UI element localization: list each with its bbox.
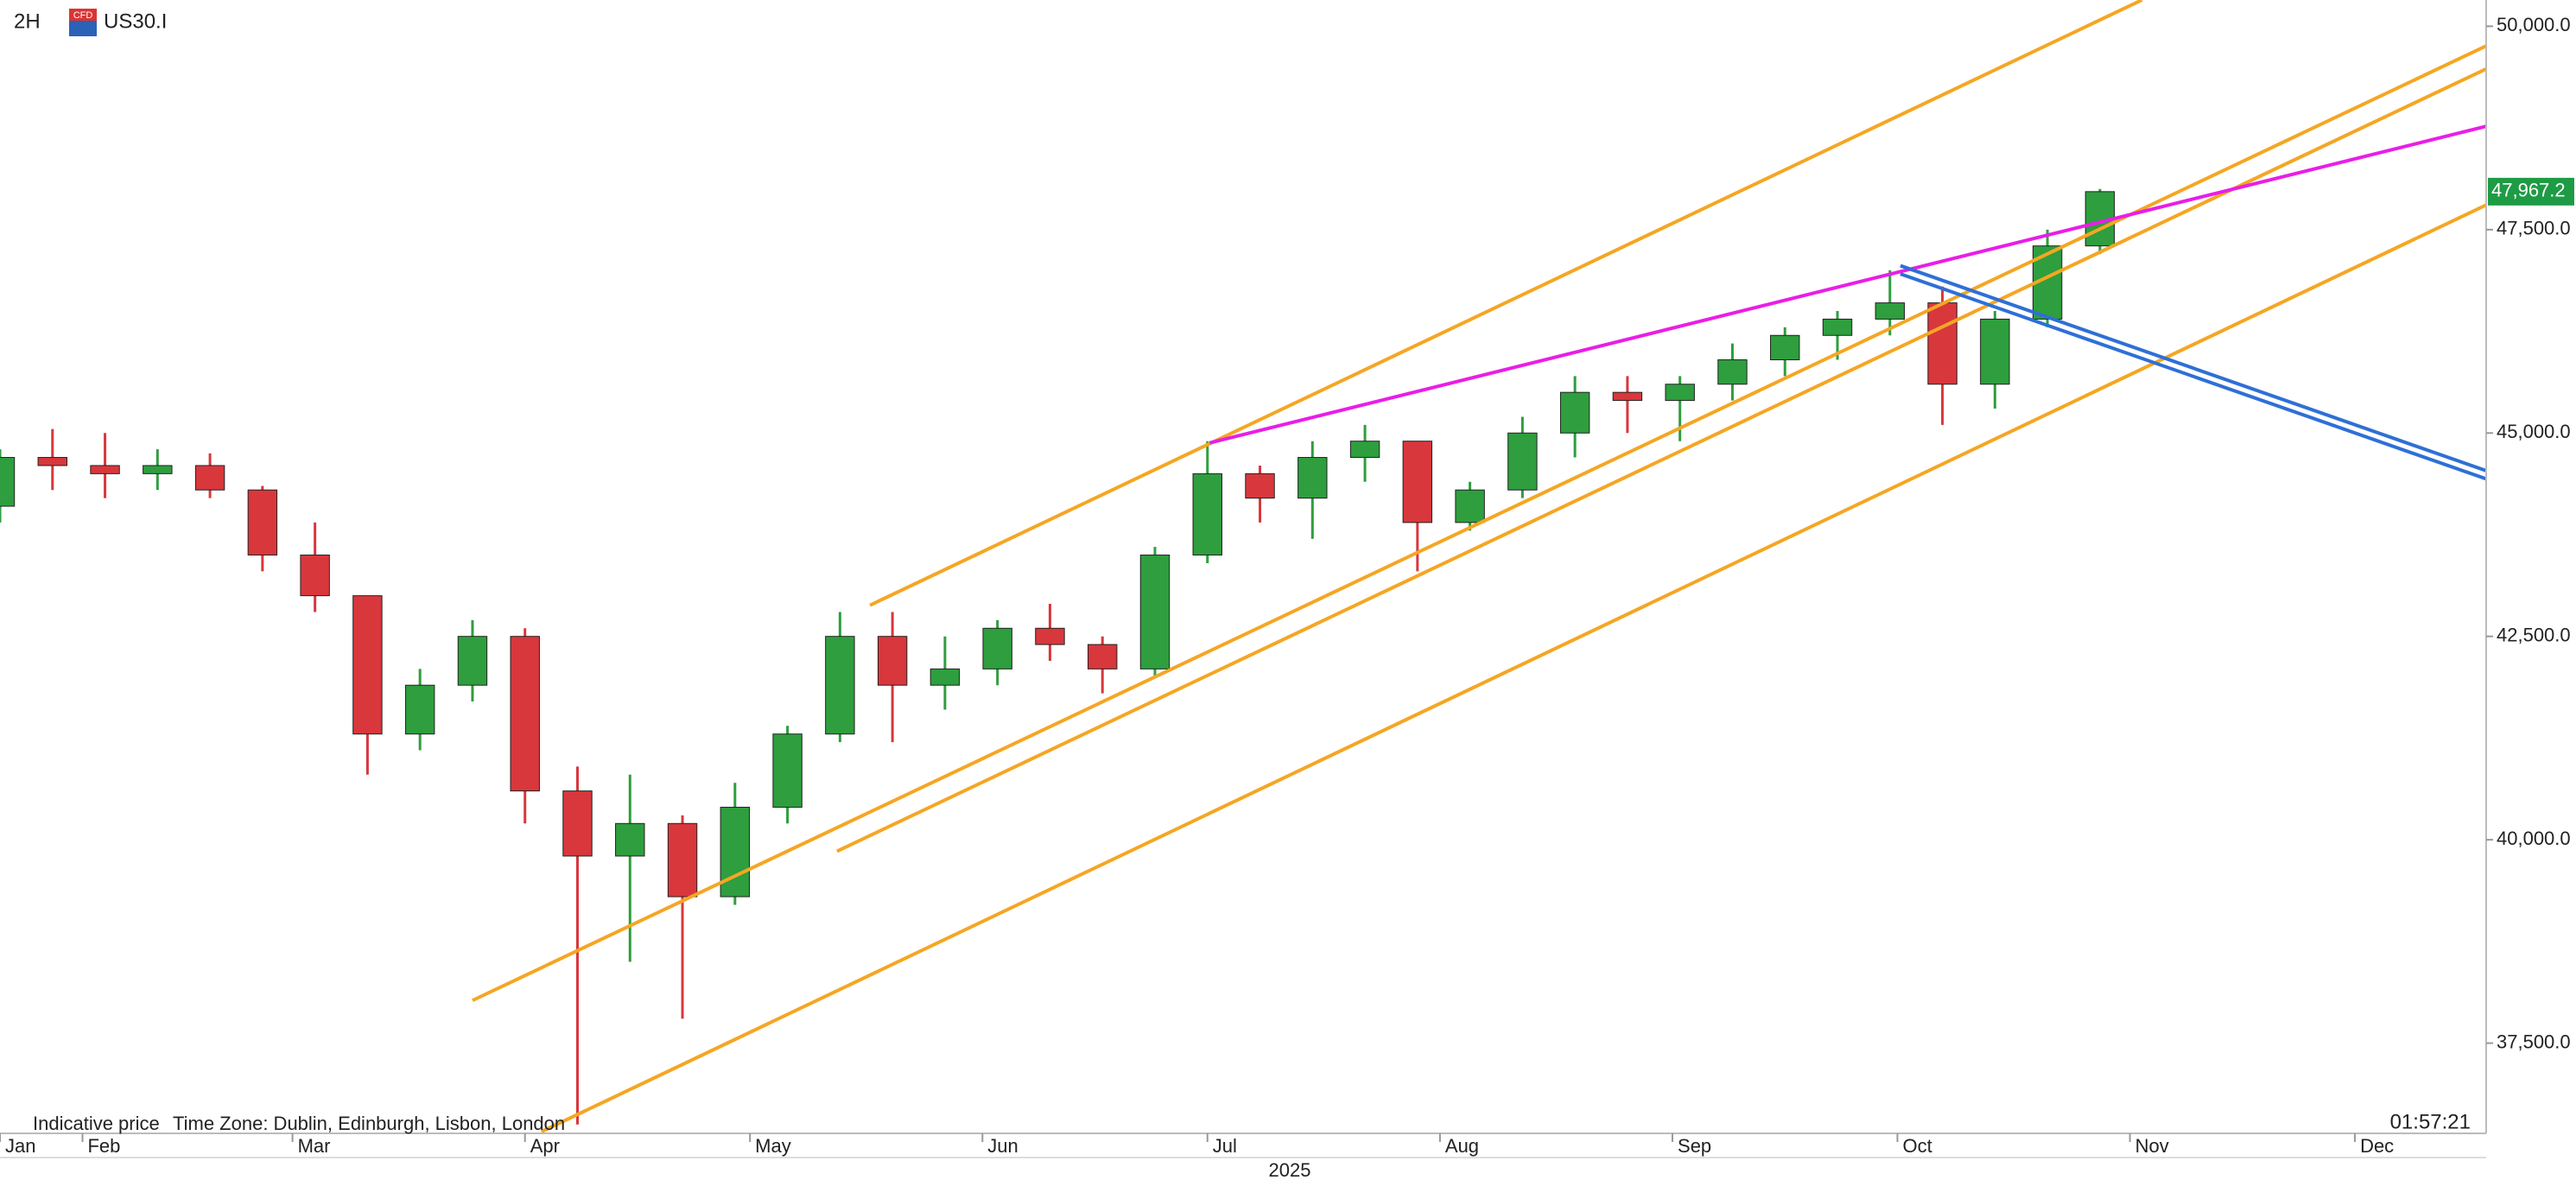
candle-body — [1035, 627, 1065, 645]
y-tick-label: 37,500.0 — [2497, 1031, 2571, 1052]
candle-body — [1455, 489, 1485, 523]
symbol-icon-top — [69, 9, 97, 21]
candle-body — [510, 636, 540, 792]
candle-body — [1192, 473, 1222, 556]
candle-body — [562, 790, 593, 857]
candle-body — [877, 636, 908, 686]
candle-body — [1088, 644, 1118, 669]
candle-body — [247, 489, 278, 556]
x-tick-label: Oct — [1902, 1135, 1932, 1157]
candle-body — [1665, 384, 1695, 402]
y-tick-label: 45,000.0 — [2497, 421, 2571, 442]
candle-body — [37, 457, 67, 466]
candle-body — [1349, 441, 1380, 459]
trendline — [1209, 124, 2486, 445]
candle-body — [1298, 457, 1328, 499]
x-tick-label: Dec — [2360, 1135, 2394, 1157]
last-price-box — [2488, 177, 2574, 206]
candle-body — [143, 465, 173, 474]
y-tick-label: 40,000.0 — [2497, 828, 2571, 849]
candle-body — [352, 595, 383, 735]
candle-body — [194, 465, 225, 491]
candle-body — [982, 627, 1012, 669]
x-tick-label: May — [755, 1135, 791, 1157]
trendline — [1900, 263, 2486, 473]
candle-body — [1770, 334, 1800, 361]
symbol-icon-text: CFD — [73, 10, 93, 21]
candle-body — [0, 457, 16, 507]
candle-body — [720, 806, 751, 898]
trendline — [472, 44, 2486, 1002]
x-tick-label: Jan — [5, 1135, 35, 1157]
x-axis-label: 2025 — [1269, 1159, 1311, 1180]
x-tick-label: Sep — [1678, 1135, 1711, 1157]
candle-body — [1402, 441, 1433, 523]
timezone: Time Zone: Dublin, Edinburgh, Lisbon, Lo… — [173, 1113, 565, 1134]
candle-body — [1875, 302, 1906, 320]
candle-body — [615, 822, 645, 857]
trendline — [1900, 272, 2486, 481]
last-price-label: 47,967.2 — [2491, 180, 2566, 201]
plot-area — [0, 0, 2486, 1133]
candle-body — [930, 668, 961, 686]
candle-body — [1717, 359, 1748, 385]
candle-body — [1927, 302, 1957, 385]
x-tick-label: Jun — [987, 1135, 1018, 1157]
candle-body — [300, 555, 330, 597]
candle-body — [1245, 473, 1275, 499]
trendline — [869, 0, 2143, 607]
timeframe: 2H — [14, 10, 41, 33]
candle-body — [1612, 391, 1643, 402]
x-tick-label: Aug — [1445, 1135, 1479, 1157]
candle-body — [1559, 391, 1590, 434]
trendline — [540, 203, 2486, 1133]
clock: 01:57:21 — [2390, 1110, 2471, 1133]
candle-body — [457, 636, 488, 686]
candle-body — [1139, 555, 1171, 669]
trendline — [836, 67, 2486, 853]
footer-note: Indicative price — [33, 1113, 160, 1134]
x-tick-label: Feb — [87, 1135, 120, 1157]
candle-body — [667, 822, 698, 898]
y-tick-label: 47,500.0 — [2497, 218, 2571, 239]
candle-body — [90, 465, 120, 474]
candle-body — [1980, 318, 2010, 385]
x-tick-label: Jul — [1213, 1135, 1237, 1157]
candle-body — [1822, 318, 1853, 336]
candle-body — [772, 733, 803, 808]
x-tick-label: Apr — [530, 1135, 560, 1157]
x-tick-label: Mar — [298, 1135, 331, 1157]
x-tick-label: Nov — [2135, 1135, 2169, 1157]
candle-body — [1507, 432, 1538, 491]
y-tick-label: 42,500.0 — [2497, 625, 2571, 646]
candle-body — [825, 636, 855, 735]
candle-body — [404, 684, 435, 735]
symbol: US30.I — [104, 10, 167, 33]
y-tick-label: 50,000.0 — [2497, 14, 2571, 35]
